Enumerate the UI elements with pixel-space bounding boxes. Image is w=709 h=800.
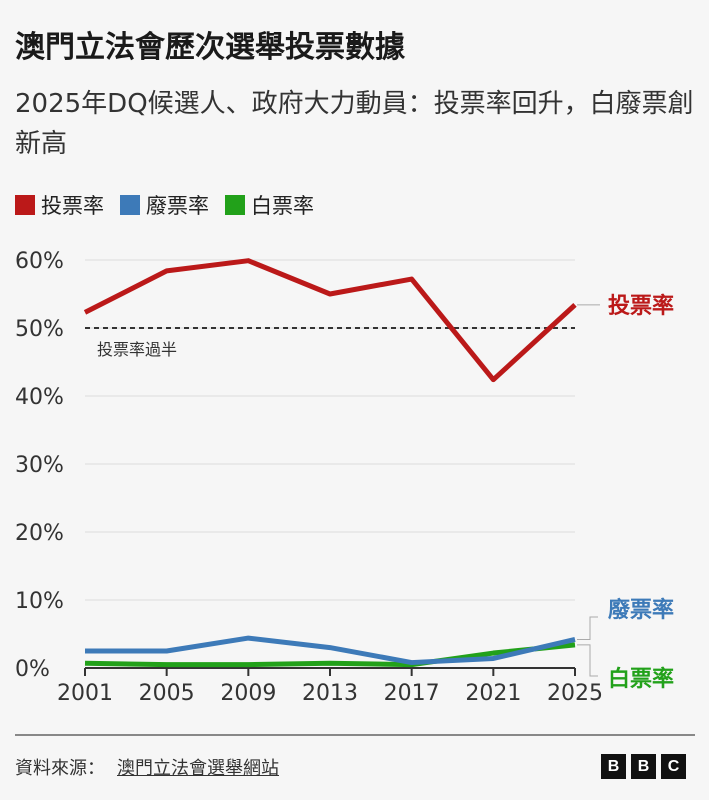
legend-label: 投票率 xyxy=(41,194,104,218)
x-tick-label: 2005 xyxy=(139,681,195,706)
x-tick-label: 2009 xyxy=(220,681,276,706)
end-label-blank: 白票率 xyxy=(608,666,674,692)
label-connector xyxy=(577,616,598,640)
chart-subtitle: 2025年DQ候選人、政府大力動員：投票率回升，白廢票創新高 xyxy=(15,89,694,159)
x-tick-label: 2017 xyxy=(384,681,440,706)
y-tick-label: 0% xyxy=(15,657,50,682)
end-label-invalid: 廢票率 xyxy=(608,597,674,623)
legend: 投票率 廢票率 白票率 xyxy=(15,190,314,220)
legend-swatch xyxy=(120,195,140,215)
chart-title: 澳門立法會歷次選舉投票數據 xyxy=(15,30,405,65)
footer-divider xyxy=(15,734,695,736)
legend-item-invalid: 廢票率 xyxy=(120,190,209,220)
line-chart: 0% 10% 20% 30% 40% 50% 60% 2001 2005 2009 2013 2017… xyxy=(15,249,674,706)
legend-swatch xyxy=(225,195,245,215)
y-tick-label: 50% xyxy=(15,317,64,342)
x-tick-label: 2025 xyxy=(547,681,603,706)
label-connector xyxy=(577,644,598,677)
x-tick-label: 2001 xyxy=(57,681,113,706)
series-line-0 xyxy=(83,258,577,383)
series-line-1 xyxy=(85,635,576,666)
source-label: 資料來源： xyxy=(15,758,105,779)
source-link[interactable]: 澳門立法會選舉網站 xyxy=(117,758,279,779)
x-tick-label: 2013 xyxy=(302,681,358,706)
x-tick-label: 2021 xyxy=(465,681,521,706)
y-tick-label: 20% xyxy=(15,521,64,546)
y-tick-label: 10% xyxy=(15,589,64,614)
legend-item-turnout: 投票率 xyxy=(15,190,104,220)
legend-item-blank: 白票率 xyxy=(225,190,314,220)
y-tick-label: 40% xyxy=(15,385,64,410)
legend-label: 廢票率 xyxy=(146,194,209,218)
y-tick-label: 60% xyxy=(15,249,64,274)
reference-line-label: 投票率過半 xyxy=(97,340,177,359)
y-tick-label: 30% xyxy=(15,453,64,478)
end-label-turnout: 投票率 xyxy=(608,293,674,319)
legend-swatch xyxy=(15,195,35,215)
source: 資料來源： 澳門立法會選舉網站 xyxy=(15,754,279,780)
legend-label: 白票率 xyxy=(251,194,314,218)
series-line-2 xyxy=(84,642,576,668)
